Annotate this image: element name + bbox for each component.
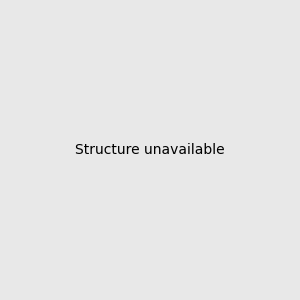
Text: Structure unavailable: Structure unavailable (75, 143, 225, 157)
